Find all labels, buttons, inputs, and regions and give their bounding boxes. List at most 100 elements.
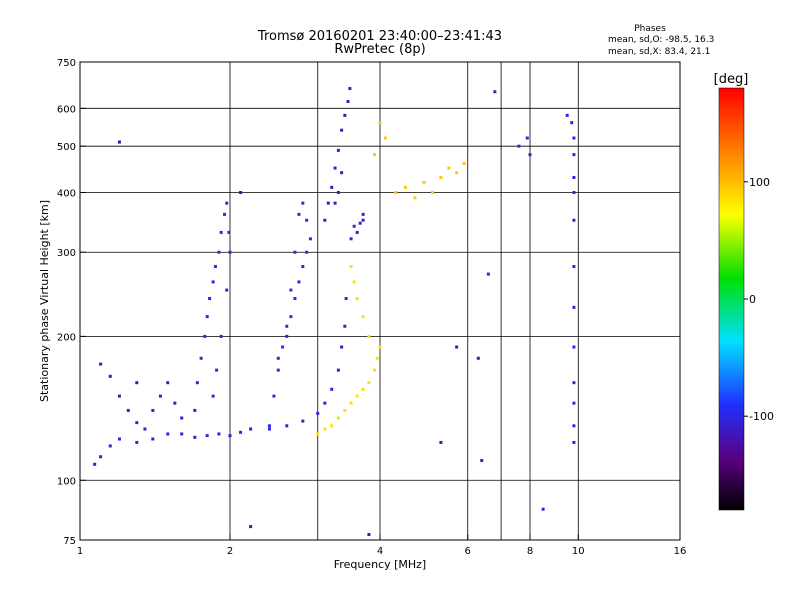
- echo-point: [565, 113, 569, 117]
- echo-point: [108, 374, 112, 378]
- echo-point: [336, 368, 340, 372]
- echo-point: [333, 201, 337, 205]
- echo-point: [330, 387, 334, 391]
- colorbar-tick-label: -100: [749, 410, 774, 423]
- echo-point: [323, 218, 327, 222]
- echo-point: [572, 175, 576, 179]
- echo-point: [135, 421, 139, 425]
- colorbar-gradient: [718, 87, 745, 511]
- echo-point: [267, 427, 271, 431]
- echo-point: [572, 345, 576, 349]
- echo-point: [476, 356, 480, 360]
- echo-point: [367, 381, 371, 385]
- echo-point: [213, 265, 217, 269]
- echo-point: [361, 315, 365, 319]
- echo-point: [293, 297, 297, 301]
- echo-point: [358, 221, 362, 225]
- echo-point: [373, 368, 377, 372]
- echo-point: [301, 201, 305, 205]
- echo-point: [525, 136, 529, 140]
- echo-point: [572, 153, 576, 157]
- echo-point: [272, 394, 276, 398]
- echo-point: [340, 128, 344, 132]
- x-tick-label: 4: [377, 546, 383, 557]
- echo-point: [383, 136, 387, 140]
- echo-point: [572, 381, 576, 385]
- echo-point: [352, 224, 356, 228]
- echo-point: [308, 237, 312, 241]
- echo-point: [281, 345, 285, 349]
- echo-point: [305, 218, 309, 222]
- echo-point: [346, 100, 350, 104]
- echo-point: [323, 427, 327, 431]
- echo-point: [493, 90, 497, 94]
- echo-point: [336, 416, 340, 420]
- echo-point: [340, 171, 344, 175]
- echo-point: [361, 218, 365, 222]
- echo-point: [208, 297, 212, 301]
- colorbar-tick-label: 0: [749, 293, 756, 306]
- echo-point: [361, 387, 365, 391]
- echo-point: [528, 153, 532, 157]
- echo-point: [336, 190, 340, 194]
- y-tick-label: 750: [57, 58, 76, 69]
- echo-point: [455, 171, 459, 175]
- echo-point: [394, 190, 398, 194]
- echo-point: [570, 121, 574, 125]
- y-tick-label: 200: [57, 332, 76, 343]
- echo-point: [151, 437, 155, 441]
- colorbar: [deg] 100 0 -100: [714, 72, 774, 511]
- y-axis-ticks: 75 100 200 300 400 500 600 750: [57, 58, 86, 547]
- echo-point: [572, 424, 576, 428]
- y-tick-label: 75: [63, 536, 76, 547]
- echo-point: [126, 408, 130, 412]
- echo-point: [480, 458, 484, 462]
- x-tick-label: 16: [674, 546, 687, 557]
- echo-point: [462, 161, 466, 165]
- x-tick-label: 2: [227, 546, 233, 557]
- x-axis-label: Frequency [MHz]: [334, 558, 426, 571]
- x-tick-label: 6: [465, 546, 471, 557]
- echo-point: [143, 427, 147, 431]
- echo-point: [355, 230, 359, 234]
- echo-point: [305, 250, 309, 254]
- echo-point: [316, 432, 320, 436]
- echo-point: [333, 166, 337, 170]
- echo-point: [361, 212, 365, 216]
- echo-point: [439, 440, 443, 444]
- echo-point: [219, 230, 223, 234]
- echo-point: [180, 432, 184, 436]
- echo-point: [193, 435, 197, 439]
- echo-point: [285, 424, 289, 428]
- echo-point: [431, 190, 435, 194]
- echo-point: [344, 297, 348, 301]
- echo-point: [239, 430, 243, 434]
- echo-point: [349, 265, 353, 269]
- echo-point: [340, 345, 344, 349]
- echo-point: [151, 408, 155, 412]
- echo-point: [217, 432, 221, 436]
- echo-point: [203, 334, 207, 338]
- echo-point: [239, 190, 243, 194]
- colorbar-label: [deg]: [714, 72, 749, 87]
- echo-point: [225, 288, 229, 292]
- echo-point: [193, 408, 197, 412]
- echo-point: [249, 525, 253, 529]
- echo-point: [217, 250, 221, 254]
- echo-point: [223, 212, 227, 216]
- chart-title-line1: Tromsø 20160201 23:40:00–23:41:43: [257, 29, 502, 44]
- echo-point: [439, 175, 443, 179]
- echo-point: [413, 196, 417, 200]
- y-tick-label: 300: [57, 248, 76, 259]
- chart-title-line2: RwPretec (8p): [334, 42, 425, 57]
- echo-point: [135, 381, 139, 385]
- echo-point: [108, 444, 112, 448]
- echo-point: [135, 440, 139, 444]
- x-tick-label: 10: [572, 546, 585, 557]
- colorbar-ticks: 100 0 -100: [744, 176, 774, 423]
- echo-point: [349, 237, 353, 241]
- echo-point: [225, 201, 229, 205]
- echo-point: [348, 87, 352, 91]
- phases-mean-x: mean, sd,X: 83.4, 21.1: [608, 47, 710, 57]
